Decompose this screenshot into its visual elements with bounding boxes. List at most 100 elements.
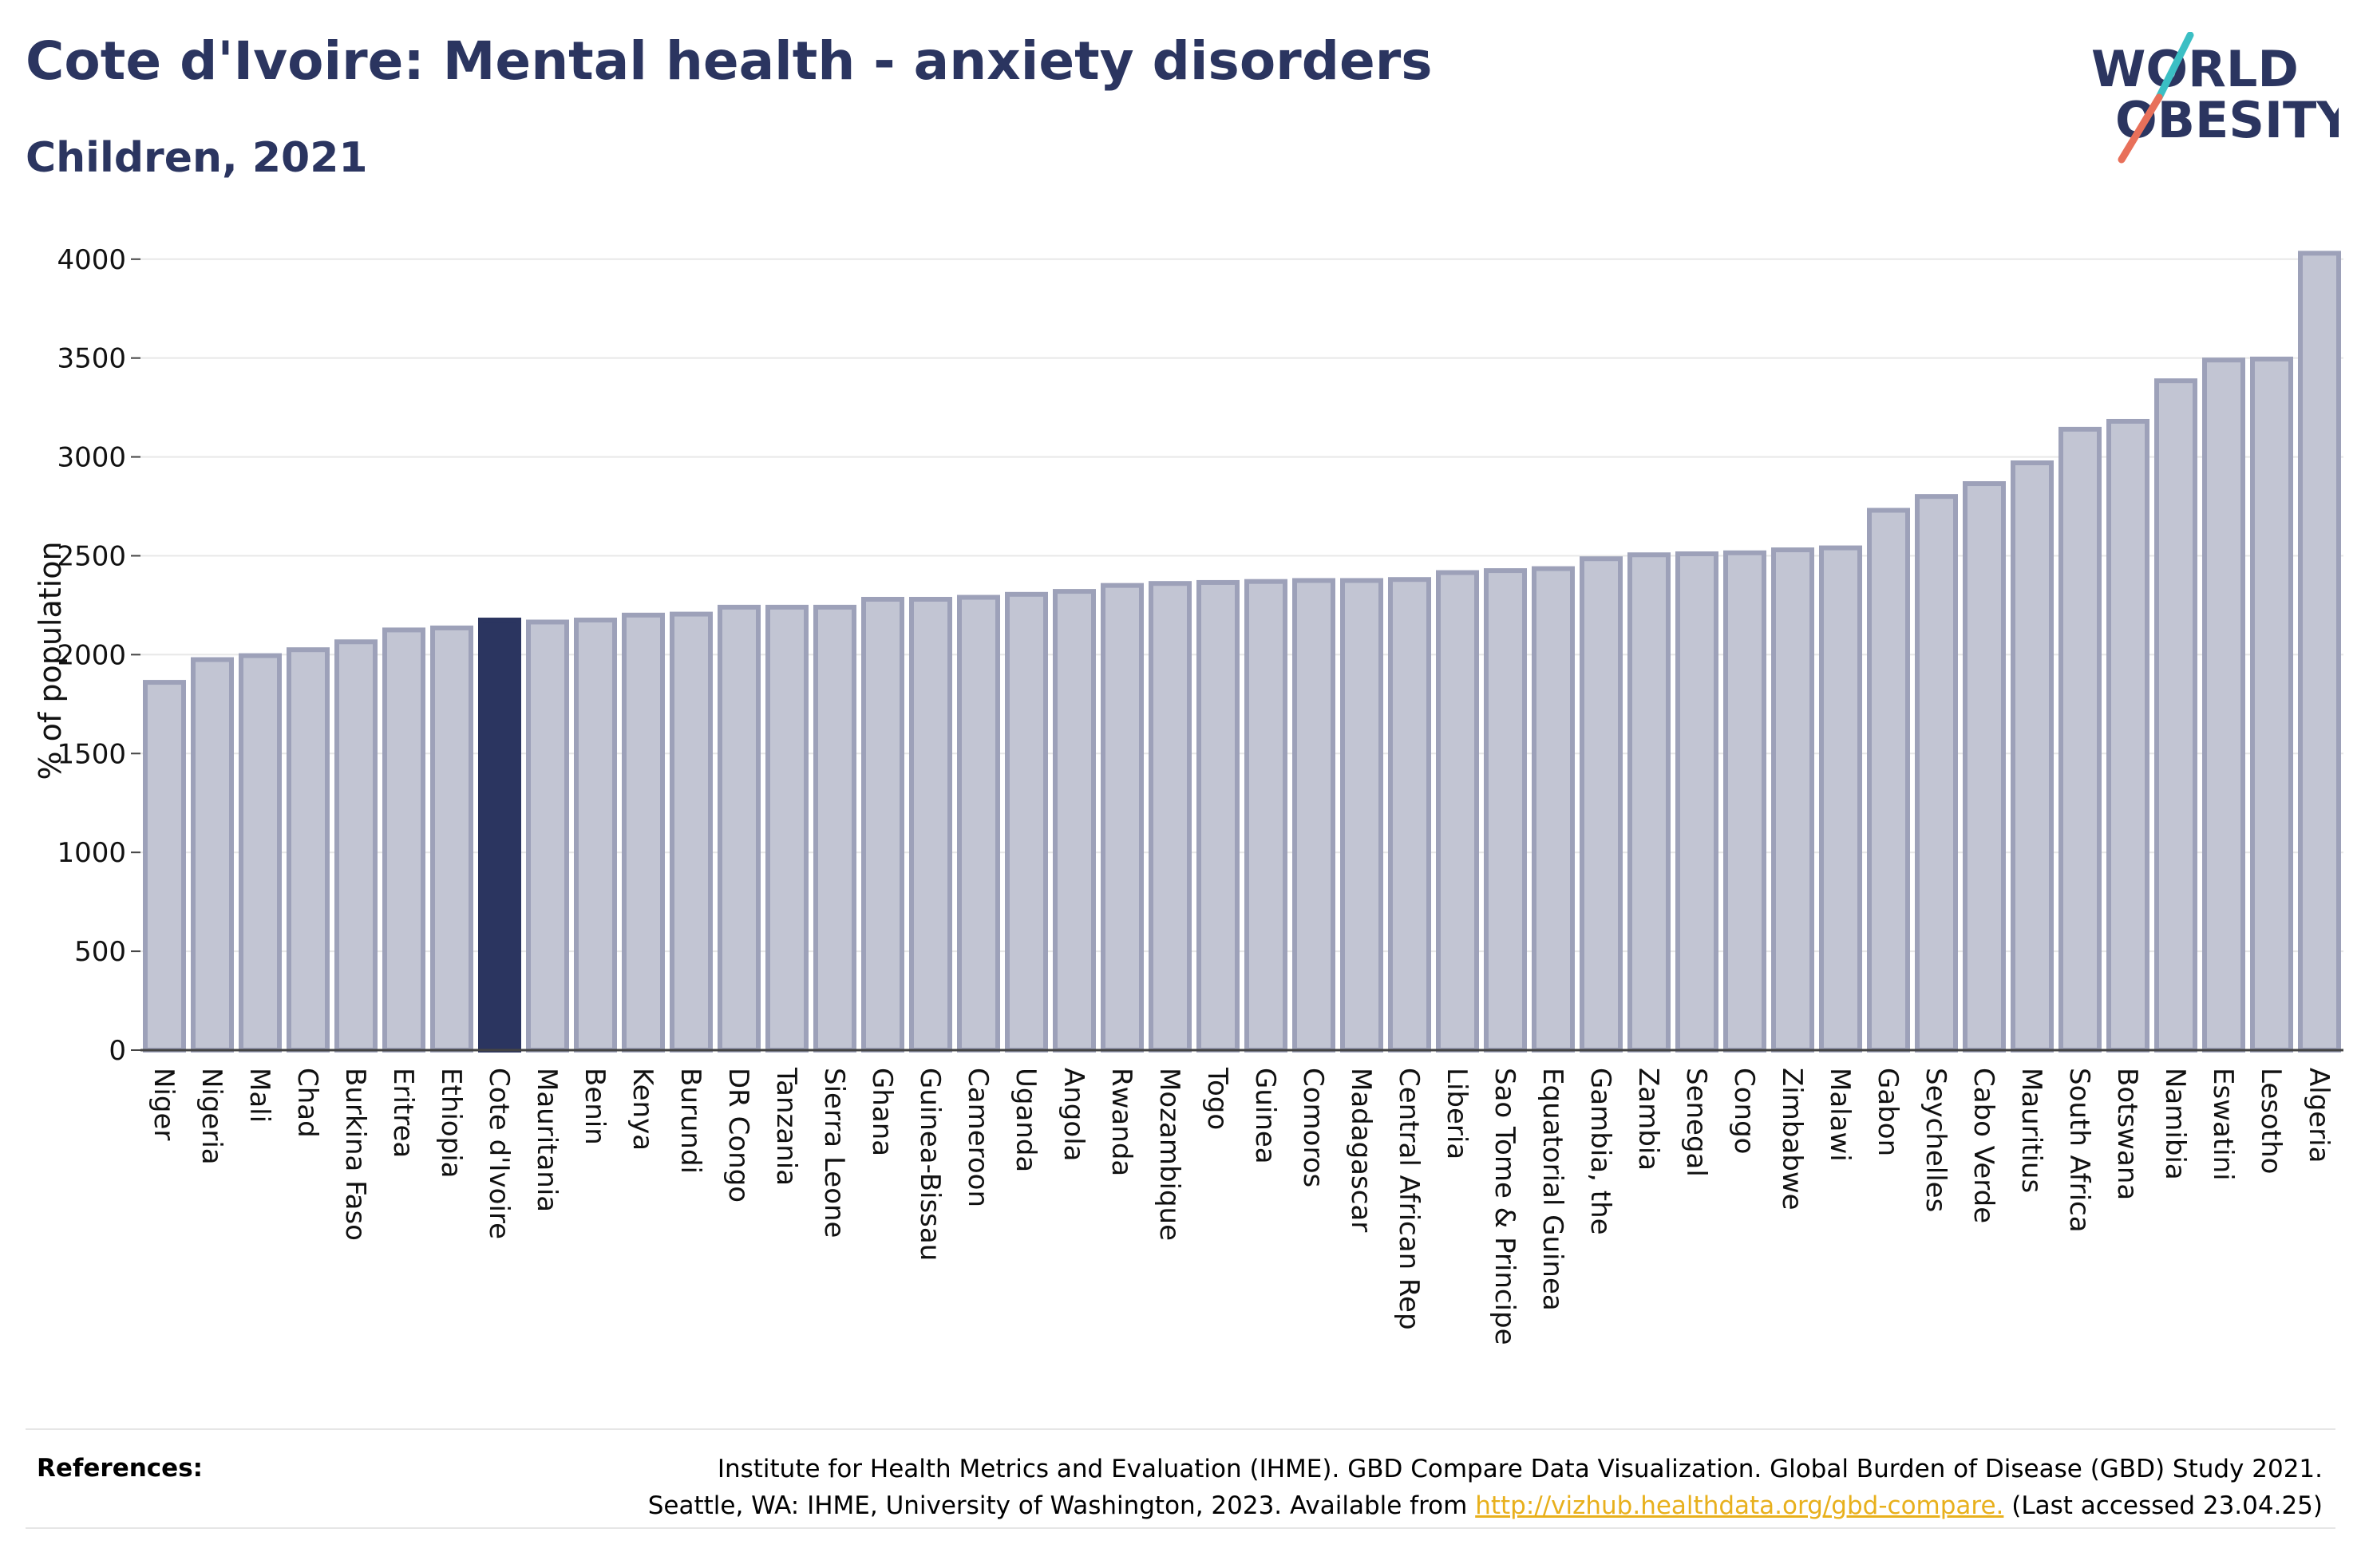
y-tick-label: 2000 <box>57 639 126 671</box>
references-panel: References: Institute for Health Metrics… <box>26 1428 2335 1529</box>
bar <box>670 611 713 1053</box>
bar <box>1963 481 2006 1053</box>
bar <box>1532 566 1575 1053</box>
bar <box>1149 581 1192 1053</box>
bar <box>1580 556 1623 1053</box>
y-tick-label: 2500 <box>57 540 126 572</box>
x-tick-label: Benin <box>579 1068 611 1145</box>
bar <box>1867 508 1910 1053</box>
x-tick-label: Guinea-Bissau <box>914 1068 946 1261</box>
bar <box>2154 378 2197 1053</box>
bar <box>430 625 473 1053</box>
bar <box>765 604 809 1053</box>
chart-subtitle: Children, 2021 <box>26 134 368 182</box>
x-tick-label: Cabo Verde <box>1968 1068 1999 1223</box>
x-tick-label: Algeria <box>2303 1068 2335 1163</box>
logo-word-world: WORLD <box>2091 40 2299 98</box>
bar <box>1771 547 1814 1053</box>
bar <box>1819 545 1862 1053</box>
x-tick-label: Gabon <box>1872 1068 1904 1156</box>
bar <box>1627 552 1671 1053</box>
bar <box>143 680 186 1053</box>
x-tick-label: Gambia, the <box>1584 1068 1616 1235</box>
x-tick-label: Mali <box>243 1068 275 1123</box>
bar <box>287 647 330 1053</box>
bar <box>2202 357 2245 1053</box>
x-tick-label: Namibia <box>2159 1068 2191 1180</box>
x-tick-label: Central African Rep <box>1393 1068 1425 1330</box>
bar <box>861 597 904 1053</box>
bar <box>2058 426 2102 1053</box>
x-tick-label: Nigeria <box>196 1068 227 1165</box>
x-tick-label: South Africa <box>2063 1068 2095 1233</box>
bar <box>1388 577 1431 1053</box>
bar <box>478 618 521 1053</box>
x-tick-label: Cameroon <box>962 1068 994 1207</box>
x-tick-label: Rwanda <box>1105 1068 1137 1176</box>
references-label: References: <box>37 1454 204 1483</box>
bar <box>1915 494 1958 1053</box>
bar-chart: 0 500 1000 1500 2000 2500 3000 3500 4000 % of pop… <box>33 244 2343 1345</box>
x-tick-label: Senegal <box>1680 1068 1712 1177</box>
x-tick-label: Burkina Faso <box>339 1068 371 1241</box>
bar <box>2250 356 2293 1053</box>
bar <box>813 604 856 1053</box>
y-tick-label: 1500 <box>57 738 126 770</box>
x-tick-label: DR Congo <box>722 1068 754 1203</box>
x-tick-label: Malawi <box>1824 1068 1856 1162</box>
x-tick-label: Togo <box>1201 1067 1233 1130</box>
x-tick-label: Cote d'Ivoire <box>483 1068 515 1239</box>
y-tick-label: 4000 <box>57 244 126 276</box>
bar <box>574 618 617 1053</box>
x-tick-label: Guinea <box>1249 1068 1281 1164</box>
bar <box>1101 583 1144 1053</box>
world-obesity-logo: WORLD OBESITY <box>2091 32 2339 164</box>
bar <box>1244 579 1287 1053</box>
references-line-1: Institute for Health Metrics and Evaluat… <box>717 1455 2323 1483</box>
references-link[interactable]: http://vizhub.healthdata.org/gbd-compare… <box>1475 1491 2004 1520</box>
bar <box>1436 570 1479 1053</box>
x-tick-label: Angola <box>1058 1068 1090 1161</box>
bar <box>1292 578 1335 1053</box>
x-tick-label: Chad <box>291 1068 323 1138</box>
logo-slash-teal <box>2155 32 2194 101</box>
y-tick-label: 500 <box>74 936 126 968</box>
y-tick-label: 0 <box>109 1035 126 1067</box>
logo-slash-coral <box>2118 93 2163 164</box>
x-tick-label: Lesotho <box>2255 1068 2287 1174</box>
y-tick-label: 1000 <box>57 837 126 869</box>
x-tick-label: Burundi <box>674 1068 706 1174</box>
x-tick-label: Congo <box>1728 1068 1760 1154</box>
references-line-2: Seattle, WA: IHME, University of Washing… <box>648 1487 2323 1524</box>
x-tick-label: Ethiopia <box>435 1068 467 1178</box>
x-tick-label: Eritrea <box>387 1068 419 1158</box>
references-line-2-suffix: (Last accessed 23.04.25) <box>2003 1491 2323 1520</box>
bar <box>957 594 1000 1053</box>
bar <box>909 597 952 1053</box>
bar <box>239 653 282 1053</box>
bar <box>1723 550 1766 1053</box>
bar <box>622 612 665 1053</box>
bar <box>2011 460 2054 1053</box>
logo-word-obesity: OBESITY <box>2115 91 2339 149</box>
references-text: Institute for Health Metrics and Evaluat… <box>648 1451 2323 1524</box>
x-tick-label: Madagascar <box>1345 1068 1377 1232</box>
x-tick-label: Eswatini <box>2207 1068 2239 1181</box>
x-tick-label: Tanzania <box>770 1067 802 1186</box>
x-tick-label: Sao Tome & Principe <box>1489 1068 1521 1345</box>
bar <box>1340 578 1383 1053</box>
x-tick-label: Botswana <box>2111 1068 2143 1200</box>
x-tick-label: Kenya <box>627 1068 658 1151</box>
x-tick-label: Zimbabwe <box>1776 1068 1808 1211</box>
references-line-2-prefix: Seattle, WA: IHME, University of Washing… <box>647 1491 1476 1520</box>
chart-title: Cote d'Ivoire: Mental health - anxiety d… <box>26 30 1433 92</box>
x-tick-label: Mozambique <box>1153 1068 1185 1241</box>
bar <box>191 657 234 1053</box>
x-tick-label: Uganda <box>1010 1068 1042 1172</box>
bar <box>382 627 425 1053</box>
bar <box>2298 251 2341 1053</box>
y-axis-label: % of population <box>33 541 68 780</box>
bar <box>334 639 378 1053</box>
x-tick-label: Ghana <box>866 1068 898 1156</box>
x-tick-label: Mauritius <box>2015 1068 2047 1193</box>
